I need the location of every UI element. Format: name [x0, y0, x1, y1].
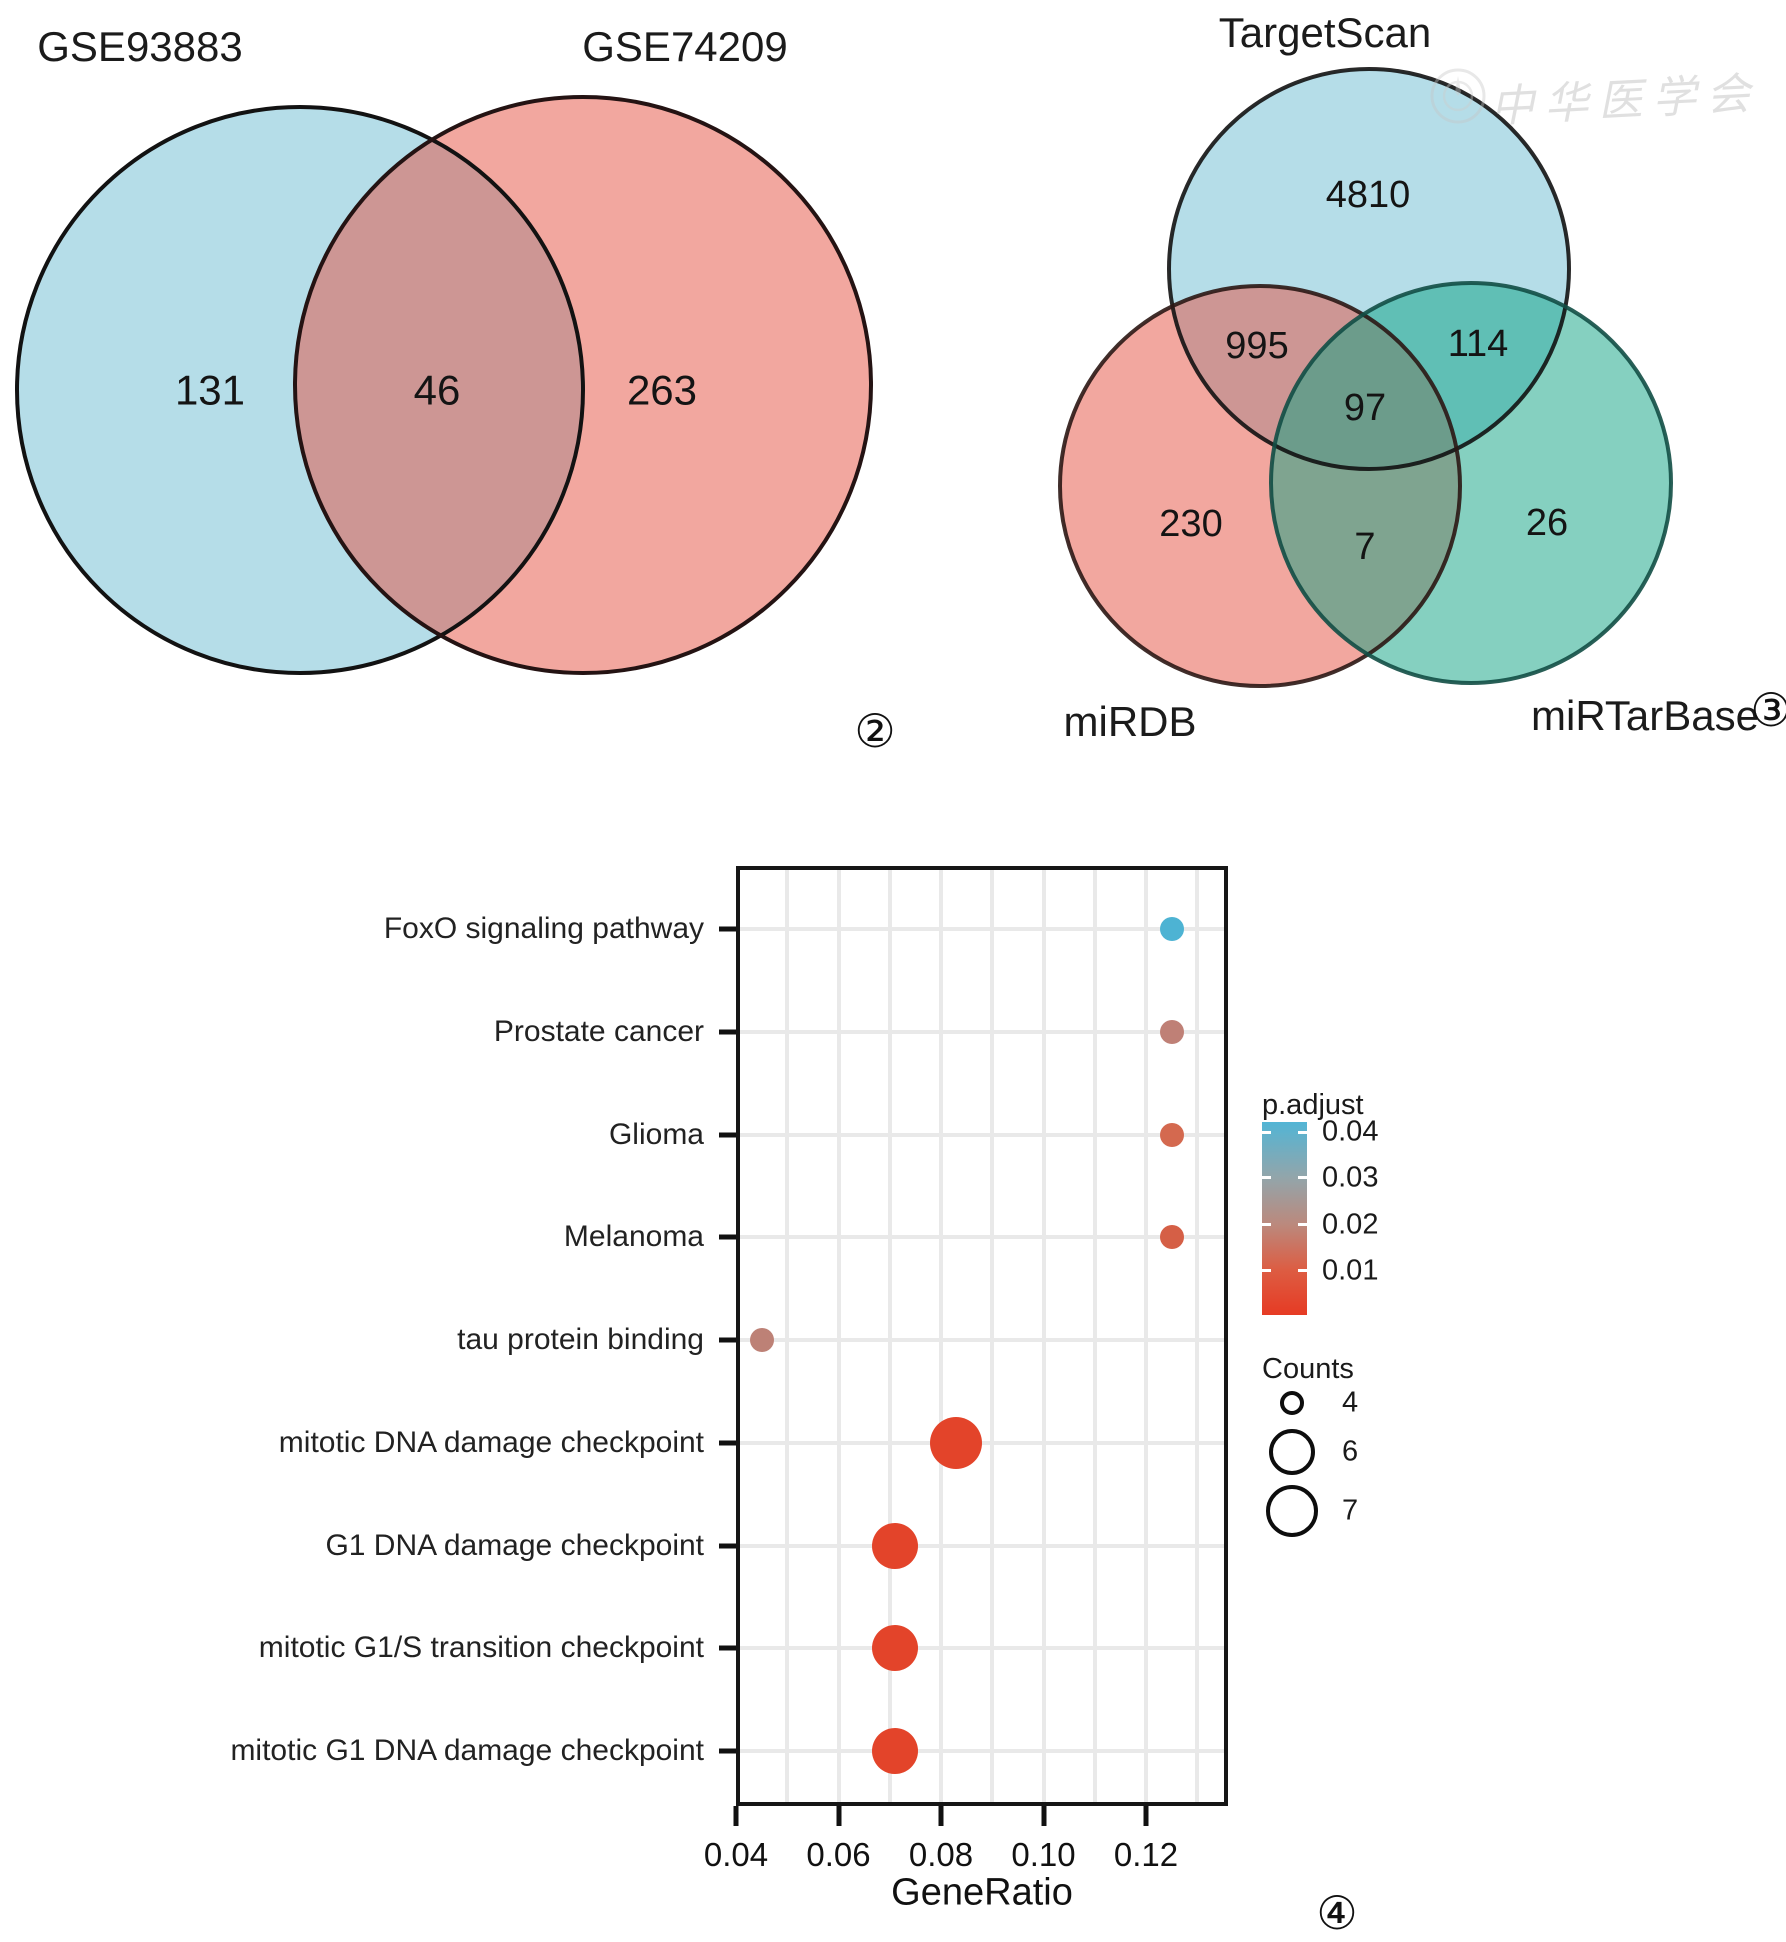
gridline-horizontal: [740, 1646, 1224, 1651]
gridline-horizontal: [740, 1132, 1224, 1137]
venn-2set-diagram: 131 46 263: [15, 95, 873, 675]
gridline-vertical: [990, 870, 995, 1802]
dotplot-point: [1159, 1122, 1184, 1147]
color-legend-tick-label: 0.03: [1322, 1161, 1379, 1194]
venn2-set-label-top: TargetScan: [1218, 9, 1432, 56]
color-legend-gradient-bar: [1262, 1122, 1307, 1315]
gridline-horizontal: [740, 1029, 1224, 1034]
y-axis-label: Glioma: [608, 1117, 704, 1151]
venn2-count-miRDB_miRTarBase: 7: [1354, 526, 1375, 568]
dotplot-point: [871, 1625, 918, 1672]
dotplot-point: [1159, 917, 1184, 941]
y-axis-label: tau protein binding: [457, 1323, 704, 1356]
venn2-set-label-bottom-right: miRTarBase: [1531, 692, 1759, 739]
y-axis-tick: [719, 1132, 736, 1137]
color-legend-tick: [1262, 1223, 1271, 1227]
venn2-count-miRTarBase_only: 26: [1526, 502, 1568, 544]
x-axis-tick-label: 0.06: [806, 1836, 871, 1873]
color-legend-tick-label: 0.01: [1322, 1254, 1379, 1287]
y-axis-tick: [719, 1543, 736, 1548]
size-legend-title: Counts: [1262, 1353, 1354, 1385]
x-axis-tick: [733, 1806, 739, 1826]
color-legend-tick: [1298, 1176, 1307, 1180]
y-axis-label: Prostate cancer: [493, 1014, 704, 1048]
x-axis-tick: [938, 1806, 944, 1826]
x-axis-tick: [1041, 1806, 1046, 1826]
dotplot-point: [871, 1522, 918, 1569]
y-axis-label: mitotic DNA damage checkpoint: [278, 1425, 704, 1459]
gridline-horizontal: [740, 1338, 1224, 1342]
color-legend-tick: [1298, 1130, 1307, 1134]
y-axis-tick: [719, 1440, 736, 1446]
venn1-count-intersection: 46: [414, 367, 461, 414]
venn2-count-miRDB_only: 230: [1159, 503, 1222, 545]
y-axis-tick: [719, 926, 736, 932]
gridline-horizontal: [740, 1543, 1224, 1548]
panel-marker-2: ②: [854, 704, 896, 758]
x-axis-tick-label: 0.12: [1113, 1836, 1179, 1873]
color-legend-tick-label: 0.02: [1322, 1208, 1379, 1241]
x-axis-tick: [836, 1806, 841, 1826]
venn2-count-all_three: 97: [1344, 387, 1386, 429]
y-axis-tick: [719, 1645, 736, 1651]
gridline-vertical: [1195, 870, 1200, 1802]
x-axis-tick: [1143, 1806, 1149, 1826]
x-axis-tick-label: 0.04: [703, 1836, 769, 1873]
dotplot-panel: [736, 866, 1228, 1806]
gridline-vertical: [1144, 870, 1148, 1802]
y-axis-label: mitotic G1 DNA damage checkpoint: [230, 1734, 704, 1767]
venn1-count-GSE74209_only: 263: [627, 367, 697, 414]
gridline-vertical: [1092, 870, 1097, 1802]
dotplot-point: [1159, 1019, 1184, 1044]
gridline-horizontal: [740, 1235, 1224, 1240]
venn1-set-label-right: GSE74209: [582, 23, 788, 70]
x-axis-tick-label: 0.08: [908, 1836, 974, 1873]
size-legend-circle: [1269, 1429, 1315, 1475]
gridline-horizontal: [740, 1749, 1224, 1753]
color-legend-tick: [1262, 1176, 1271, 1180]
y-axis-label: Melanoma: [563, 1220, 704, 1254]
gridline-vertical: [887, 870, 892, 1802]
gridline-vertical: [939, 870, 943, 1802]
x-axis-tick-label: 0.10: [1011, 1836, 1076, 1873]
color-legend-tick-label: 0.04: [1322, 1115, 1379, 1148]
color-legend-title: p.adjust: [1262, 1089, 1364, 1121]
size-legend-label: 4: [1342, 1386, 1359, 1419]
panel-marker-3: ③: [1750, 683, 1786, 737]
color-legend-tick: [1262, 1269, 1271, 1273]
size-legend-label: 7: [1342, 1494, 1359, 1527]
panel-marker-4: ④: [1316, 1886, 1358, 1940]
venn2-count-TargetScan_miRDB: 995: [1225, 325, 1288, 367]
gridline-vertical: [836, 870, 841, 1802]
venn2-count-TargetScan_miRTarBase: 114: [1448, 323, 1509, 365]
gridline-vertical: [1041, 870, 1046, 1802]
y-axis-tick: [719, 1234, 736, 1240]
y-axis-label: mitotic G1/S transition checkpoint: [258, 1631, 704, 1665]
color-legend-tick: [1298, 1269, 1307, 1273]
venn2-count-TargetScan_only: 4810: [1326, 174, 1411, 216]
dotplot-point: [749, 1328, 774, 1352]
venn2-set-label-bottom-left: miRDB: [1063, 698, 1197, 745]
color-legend-tick: [1298, 1223, 1307, 1227]
gridline-horizontal: [740, 927, 1224, 931]
y-axis-tick: [719, 1029, 736, 1035]
x-axis-title: GeneRatio: [891, 1871, 1073, 1914]
size-legend-circle: [1266, 1485, 1318, 1537]
y-axis-label: FoxO signaling pathway: [383, 912, 704, 945]
dotplot-point: [1159, 1225, 1184, 1250]
size-legend-circle: [1280, 1391, 1304, 1415]
dotplot-point: [930, 1416, 983, 1469]
color-legend-tick: [1262, 1130, 1271, 1134]
gridline-vertical: [785, 870, 790, 1802]
venn1-count-GSE93883_only: 131: [175, 367, 245, 414]
dotplot-point: [871, 1728, 918, 1774]
venn-3set-diagram: 4810 995 114 97 230 7 26: [1058, 67, 1673, 688]
y-axis-label: G1 DNA damage checkpoint: [325, 1528, 704, 1562]
y-axis-tick: [719, 1748, 736, 1754]
y-axis-tick: [719, 1337, 736, 1343]
size-legend-label: 6: [1342, 1435, 1359, 1468]
venn1-set-label-left: GSE93883: [37, 23, 243, 70]
